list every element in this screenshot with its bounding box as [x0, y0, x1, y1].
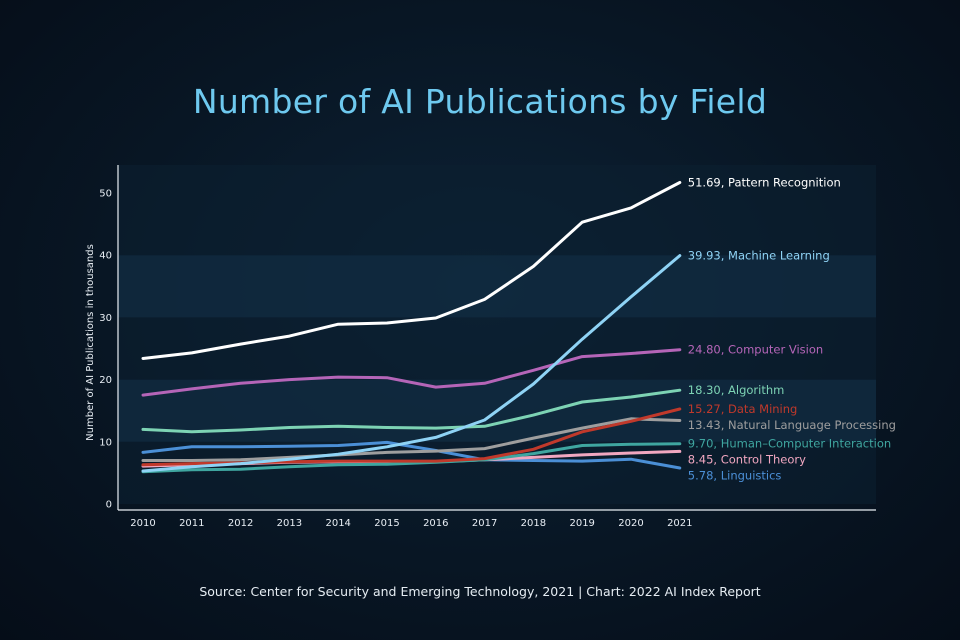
chart-source: Source: Center for Security and Emerging…: [199, 584, 761, 599]
grid-band: [118, 441, 876, 504]
grid-band: [118, 255, 876, 318]
series-label-control-theory: 8.45, Control Theory: [688, 453, 806, 467]
series-line-pattern-recognition: [141, 181, 682, 360]
x-tick-label: 2018: [521, 518, 546, 529]
series-label-machine-learning: 39.93, Machine Learning: [688, 249, 830, 263]
series-label-data-mining: 15.27, Data Mining: [688, 402, 798, 416]
y-tick-label: 40: [99, 251, 112, 262]
series-lines: [141, 181, 682, 474]
chart-title: Number of AI Publications by Field: [192, 82, 768, 121]
series-line-linguistics: [141, 440, 682, 470]
x-tick-label: 2017: [472, 518, 497, 529]
x-tick-label: 2013: [277, 518, 302, 529]
x-tick-label: 2010: [130, 518, 155, 529]
grid-band: [118, 165, 876, 193]
y-tick-label: 50: [99, 189, 112, 200]
series-line-algorithm: [141, 388, 682, 434]
series-line-natural-language-processing: [141, 417, 682, 462]
x-tick-label: 2020: [618, 518, 643, 529]
x-tick-label: 2011: [179, 518, 204, 529]
y-axis-label: Number of AI Publications in thousands: [85, 244, 96, 441]
series-label-algorithm: 18.30, Algorithm: [688, 383, 785, 397]
x-tick-label: 2014: [325, 518, 350, 529]
axes: 0 10 20 30 40 50 2010 2011 2012 2013 2014 2015 2016 2…: [85, 165, 876, 529]
series-line-computer-vision: [141, 348, 682, 397]
x-tick-label: 2012: [228, 518, 253, 529]
grid-band: [118, 317, 876, 380]
series-end-labels: 51.69, Pattern Recognition 39.93, Machine…: [688, 175, 896, 482]
series-line-human-computer-interaction: [141, 442, 682, 474]
y-tick-label: 10: [99, 437, 112, 448]
y-tick-label: 20: [99, 375, 112, 386]
x-tick-label: 2021: [667, 518, 692, 529]
x-tick-label: 2019: [569, 518, 594, 529]
x-tick-label: 2015: [374, 518, 399, 529]
series-label-pattern-recognition: 51.69, Pattern Recognition: [688, 175, 841, 189]
y-tick-label: 30: [99, 313, 112, 324]
series-label-natural-language-processing: 13.43, Natural Language Processing: [688, 418, 896, 432]
y-tick-label: 0: [106, 500, 112, 511]
x-tick-label: 2016: [423, 518, 448, 529]
grid-bands: [118, 165, 876, 504]
series-label-human-computer-interaction: 9.70, Human–Computer Interaction: [688, 437, 891, 451]
series-line-machine-learning: [141, 254, 682, 473]
grid-band: [118, 193, 876, 256]
series-label-linguistics: 5.78, Linguistics: [688, 469, 782, 483]
series-label-computer-vision: 24.80, Computer Vision: [688, 343, 823, 357]
